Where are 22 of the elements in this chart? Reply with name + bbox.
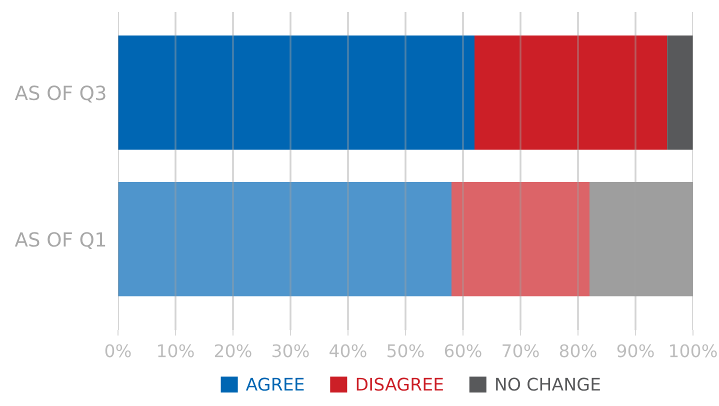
legend-label: DISAGREE <box>356 378 443 391</box>
y-tick-label: AS OF Q3 <box>14 86 106 102</box>
x-tick-label: 30% <box>272 344 309 358</box>
legend-label: NO CHANGE <box>496 378 600 391</box>
x-tick-label: 70% <box>502 344 539 358</box>
y-tick-label: AS OF Q1 <box>14 232 106 250</box>
bar <box>590 182 693 296</box>
x-tick-label: 60% <box>444 344 482 358</box>
x-tick-label: 100% <box>670 344 717 358</box>
x-tick-label: 50% <box>388 344 424 358</box>
legend-label: AGREE <box>246 378 304 391</box>
x-tick-label: 20% <box>214 344 252 358</box>
bar <box>118 182 452 296</box>
x-tick-label: 40% <box>330 344 366 358</box>
x-tick-label: 90% <box>617 344 654 358</box>
bar <box>118 35 474 150</box>
bar <box>474 35 668 150</box>
bar <box>452 182 590 296</box>
bar <box>667 35 693 150</box>
x-tick-label: 80% <box>560 344 596 358</box>
x-tick-label: 0% <box>105 344 131 358</box>
x-tick-label: 10% <box>158 344 194 358</box>
